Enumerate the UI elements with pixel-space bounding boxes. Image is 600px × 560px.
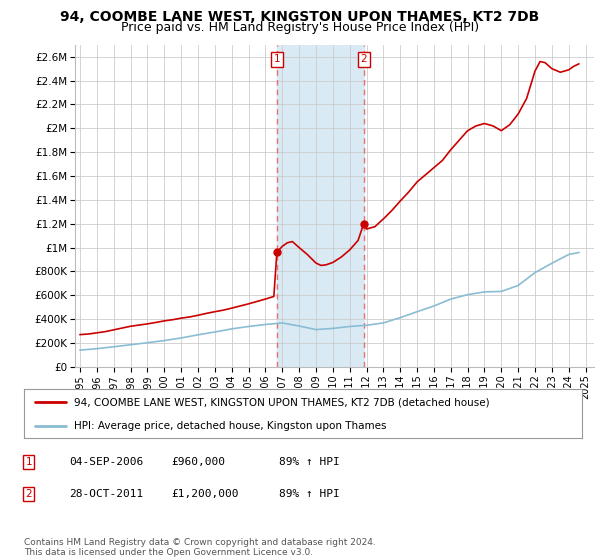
Bar bbox=[277, 45, 364, 367]
Text: £1,200,000: £1,200,000 bbox=[171, 489, 238, 499]
Text: Contains HM Land Registry data © Crown copyright and database right 2024.
This d: Contains HM Land Registry data © Crown c… bbox=[24, 538, 376, 557]
Text: £960,000: £960,000 bbox=[171, 457, 225, 467]
Text: Price paid vs. HM Land Registry's House Price Index (HPI): Price paid vs. HM Land Registry's House … bbox=[121, 21, 479, 34]
Text: HPI: Average price, detached house, Kingston upon Thames: HPI: Average price, detached house, King… bbox=[74, 421, 387, 431]
Text: 28-OCT-2011: 28-OCT-2011 bbox=[69, 489, 143, 499]
Text: 2: 2 bbox=[361, 54, 367, 64]
Text: 94, COOMBE LANE WEST, KINGSTON UPON THAMES, KT2 7DB (detached house): 94, COOMBE LANE WEST, KINGSTON UPON THAM… bbox=[74, 398, 490, 408]
Text: 04-SEP-2006: 04-SEP-2006 bbox=[69, 457, 143, 467]
Text: 1: 1 bbox=[274, 54, 280, 64]
Text: 89% ↑ HPI: 89% ↑ HPI bbox=[279, 457, 340, 467]
Text: 94, COOMBE LANE WEST, KINGSTON UPON THAMES, KT2 7DB: 94, COOMBE LANE WEST, KINGSTON UPON THAM… bbox=[61, 10, 539, 24]
Text: 1: 1 bbox=[25, 457, 32, 467]
Text: 2: 2 bbox=[25, 489, 32, 499]
Text: 89% ↑ HPI: 89% ↑ HPI bbox=[279, 489, 340, 499]
